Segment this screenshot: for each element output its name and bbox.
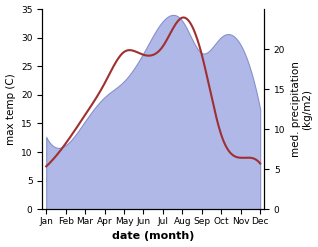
- X-axis label: date (month): date (month): [112, 231, 194, 242]
- Y-axis label: max temp (C): max temp (C): [5, 73, 16, 145]
- Y-axis label: med. precipitation
(kg/m2): med. precipitation (kg/m2): [291, 61, 313, 157]
